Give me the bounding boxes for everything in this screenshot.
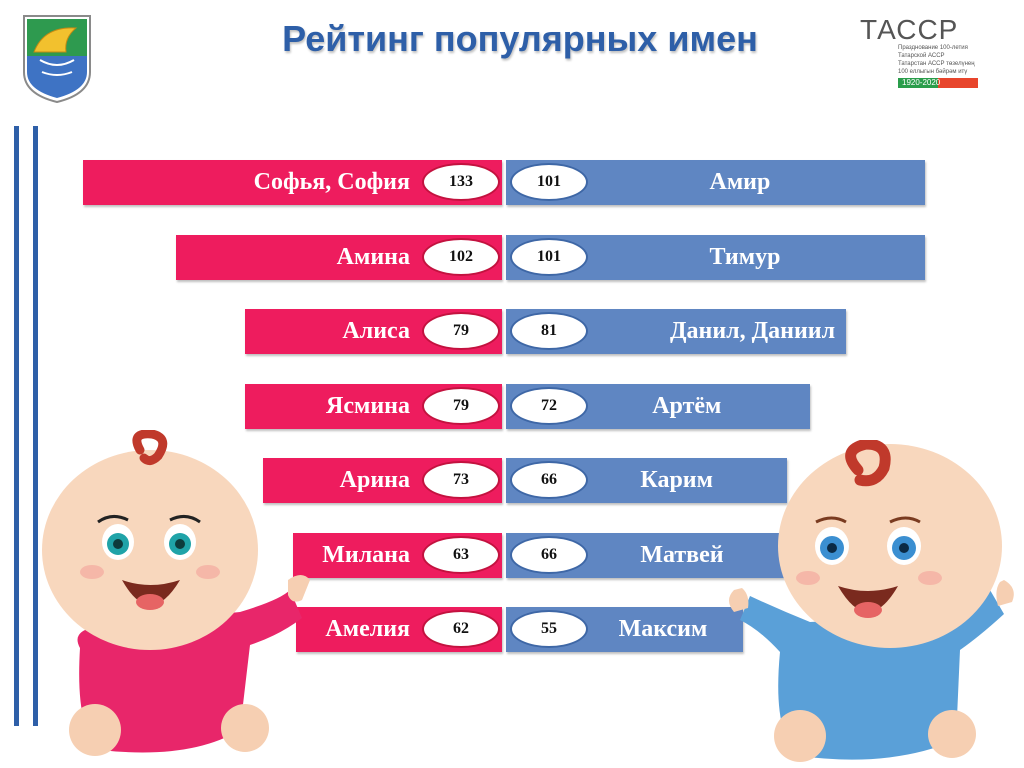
boy-count-badge: 55 (510, 610, 588, 648)
boy-bar: 72 Артём (506, 383, 811, 429)
page-title: Рейтинг популярных имен (282, 18, 758, 59)
boy-name-label: Артём (652, 392, 722, 419)
girl-count-badge: 79 (422, 386, 500, 425)
boy-name-label: Данил, Даниил (669, 318, 836, 344)
boy-count-badge: 81 (510, 312, 588, 350)
girl-bar: Амелия 62 (296, 607, 502, 652)
girl-bar: Софья, София 133 (83, 160, 502, 205)
girl-count-badge: 133 (422, 163, 500, 201)
girl-name-label: Амина (336, 243, 410, 270)
boy-count-badge: 66 (510, 461, 588, 499)
logo-line-2: Татарской АССР (898, 53, 945, 59)
girl-name-label: Ясмина (326, 392, 410, 419)
logo-years: 1920-2020 (898, 78, 978, 88)
boy-bar: 81 Данил, Даниил (506, 309, 846, 354)
boy-name-label: Амир (709, 169, 771, 195)
boy-count-badge: 101 (510, 163, 588, 201)
girl-count-badge: 63 (422, 535, 500, 574)
boy-name-label: Максим (618, 616, 708, 642)
boy-name-label: Тимур (709, 243, 781, 270)
girl-count-badge: 102 (422, 237, 500, 276)
girl-bar: Ясмина 79 (245, 383, 502, 429)
boy-bar: 66 Карим (506, 458, 787, 503)
boy-bar: 101 Тимур (506, 234, 925, 280)
logo-brand: ТАССР (860, 14, 959, 45)
girl-bar: Амина 102 (176, 234, 502, 280)
girl-count-badge: 62 (422, 610, 500, 648)
girl-bar: Алиса 79 (245, 309, 502, 354)
city-emblem-icon (23, 15, 91, 104)
girl-count-badge: 79 (422, 312, 500, 350)
boy-count-badge: 72 (510, 386, 588, 425)
girl-name-label: Алиса (342, 318, 410, 344)
girl-bar: Арина 73 (263, 458, 502, 503)
baby-boy-illustration (729, 440, 1014, 762)
girl-count-badge: 73 (422, 461, 500, 499)
girl-name-label: Милана (322, 541, 410, 568)
boy-bar: 101 Амир (506, 160, 925, 205)
boy-bar: 66 Матвей (506, 532, 787, 578)
boy-name-label: Карим (640, 467, 713, 493)
boy-name-label: Матвей (640, 541, 724, 568)
logo-line-1: Празднование 100-летия (898, 45, 968, 51)
decor-line-left (14, 126, 19, 726)
decor-line-right (33, 126, 38, 726)
girl-name-label: Арина (339, 467, 410, 493)
girl-name-label: Амелия (325, 616, 410, 642)
baby-girl-illustration (42, 430, 310, 756)
logo-line-3: Татарстан АССР төзелүнең (898, 61, 975, 67)
boy-count-badge: 66 (510, 535, 588, 574)
boy-count-badge: 101 (510, 237, 588, 276)
tassr-logo: ТАССР Празднование 100-летия Татарской А… (860, 16, 1010, 91)
boy-bar: 55 Максим (506, 607, 744, 652)
logo-line-4: 100 еллыгын бәйрәм итү (898, 69, 968, 75)
girl-name-label: Софья, София (253, 169, 410, 195)
girl-bar: Милана 63 (293, 532, 502, 578)
